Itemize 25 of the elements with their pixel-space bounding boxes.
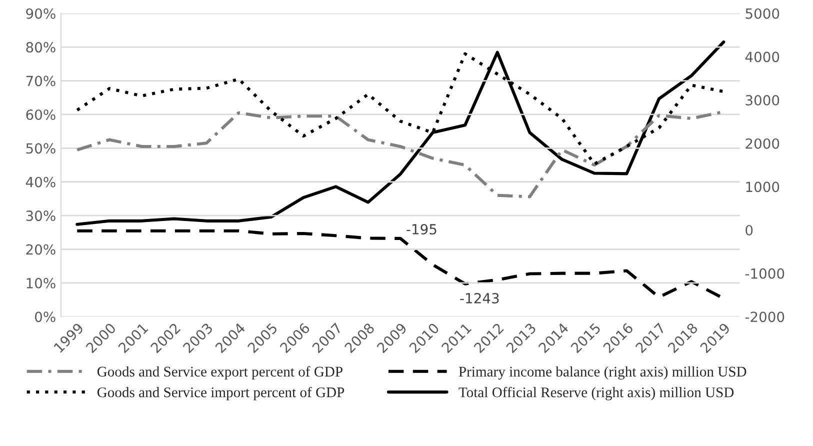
y2-tick-label: 0 xyxy=(746,224,753,236)
y2-tick-label: 2000 xyxy=(746,138,780,149)
y-tick-label: 60% xyxy=(26,109,56,120)
y-tick-label: 30% xyxy=(26,210,56,222)
legend-label: Total Official Reserve (right axis) million USD xyxy=(458,386,734,400)
y2-tick-label: -2000 xyxy=(745,312,784,322)
data-label: -1243 xyxy=(460,293,499,304)
y2-tick-label: -1000 xyxy=(745,268,784,279)
y2-tick-label: 3000 xyxy=(746,95,780,106)
y-tick-label: 80% xyxy=(26,42,56,53)
data-label: -195 xyxy=(406,224,436,234)
y2-tick-label: 4000 xyxy=(745,52,780,62)
y-tick-label: 20% xyxy=(26,244,56,255)
y2-tick-label: 1000 xyxy=(746,182,780,192)
legend-label: Goods and Service import percent of GDP xyxy=(97,386,344,400)
y-tick-label: 0% xyxy=(34,312,56,322)
y-tick-label: 70% xyxy=(26,76,56,86)
legend-label: Goods and Service export percent of GDP xyxy=(97,366,342,380)
y-tick-label: 10% xyxy=(26,278,56,288)
line-series xyxy=(76,40,726,226)
y-tick-label: 50% xyxy=(26,143,56,154)
y-tick-label: 40% xyxy=(26,176,56,188)
legend-label: Primary income balance (right axis) million USD xyxy=(458,366,746,380)
y2-tick-label: 5000 xyxy=(746,8,780,19)
y-tick-label: 90% xyxy=(26,8,56,19)
